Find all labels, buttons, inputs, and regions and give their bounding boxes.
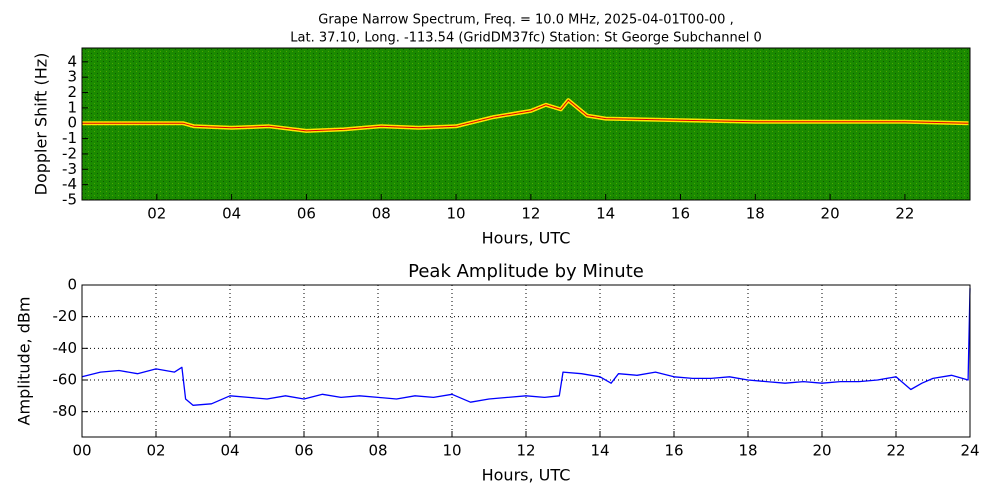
chart-title: Grape Narrow Spectrum, Freq. = 10.0 MHz,… (318, 13, 733, 28)
y-tick-label: -40 (53, 339, 78, 357)
spectrogram-noise (82, 48, 970, 200)
x-tick-label: 08 (372, 205, 391, 223)
x-tick-label: 14 (590, 442, 609, 460)
x-tick-label: 02 (146, 442, 165, 460)
y-tick-label: 2 (67, 83, 77, 101)
y-tick-label: 1 (67, 98, 77, 116)
y-tick-label: -2 (62, 144, 77, 162)
x-tick-label: 18 (738, 442, 757, 460)
y-tick-label: 4 (67, 52, 77, 70)
x-tick-label: 06 (294, 442, 313, 460)
x-tick-label: 08 (368, 442, 387, 460)
x-tick-label: 10 (447, 205, 466, 223)
x-tick-label: 10 (442, 442, 461, 460)
y-tick-label: -80 (53, 402, 78, 420)
x-tick-label: 16 (671, 205, 690, 223)
x-tick-label: 20 (821, 205, 840, 223)
x-axis-label: Hours, UTC (482, 229, 571, 248)
y-tick-label: 0 (67, 114, 77, 132)
y-tick-label: -5 (62, 191, 77, 209)
y-tick-label: -20 (53, 307, 78, 325)
y-axis-label: Doppler Shift (Hz) (32, 53, 51, 196)
chart-title: Lat. 37.10, Long. -113.54 (GridDM37fc) S… (290, 31, 761, 46)
x-tick-label: 16 (664, 442, 683, 460)
x-tick-label: 20 (812, 442, 831, 460)
x-tick-label: 06 (297, 205, 316, 223)
chart-title: Peak Amplitude by Minute (408, 261, 644, 282)
x-tick-label: 04 (220, 442, 239, 460)
y-tick-label: -4 (62, 175, 77, 193)
y-tick-label: 0 (67, 276, 77, 294)
plot-frame (81, 47, 971, 201)
x-tick-label: 02 (147, 205, 166, 223)
x-tick-label: 00 (72, 442, 91, 460)
x-tick-label: 14 (596, 205, 615, 223)
y-axis-label: Amplitude, dBm (15, 297, 34, 426)
x-tick-label: 22 (886, 442, 905, 460)
x-axis-label: Hours, UTC (482, 466, 571, 485)
doppler-trace-core (82, 99, 969, 132)
y-tick-label: 3 (67, 68, 77, 86)
x-tick-label: 18 (746, 205, 765, 223)
y-tick-label: -1 (62, 129, 77, 147)
x-tick-label: 22 (895, 205, 914, 223)
x-tick-label: 12 (521, 205, 540, 223)
amplitude-line (81, 288, 971, 406)
x-tick-label: 24 (960, 442, 979, 460)
plot-frame (81, 284, 971, 438)
x-tick-label: 12 (516, 442, 535, 460)
x-tick-label: 04 (222, 205, 241, 223)
y-tick-label: -60 (53, 371, 78, 389)
y-tick-label: -3 (62, 160, 77, 178)
